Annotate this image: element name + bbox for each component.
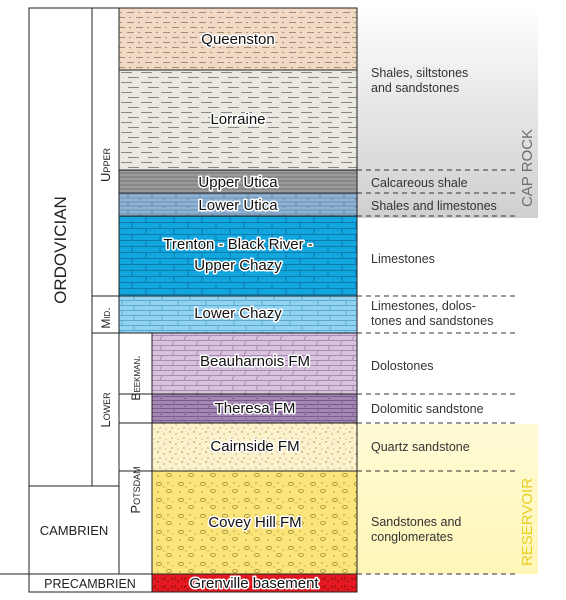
epoch-mid: Mid. bbox=[99, 307, 113, 328]
lithology-shales-limestones: Shales and limestones bbox=[371, 199, 497, 213]
block-theresa bbox=[152, 394, 357, 423]
block-lower-utica bbox=[119, 193, 357, 216]
group-beekman: Beekman. bbox=[129, 355, 143, 400]
block-covey-hill bbox=[152, 471, 357, 574]
formation-queenston: Queenston bbox=[201, 31, 274, 48]
block-grenville bbox=[152, 574, 357, 592]
block-cairnside bbox=[152, 423, 357, 471]
lithology-shales-line1: Shales, siltstones bbox=[371, 66, 468, 80]
lithology-shales-line2: and sandstones bbox=[371, 81, 459, 95]
zone-reservoir: RESERVOIR bbox=[519, 478, 536, 566]
formation-upper-utica: Upper Utica bbox=[198, 174, 278, 191]
period-cambrien: CAMBRIEN bbox=[40, 523, 109, 538]
lithology-dolostones: Dolostones bbox=[371, 359, 434, 373]
lithology-limestones-dolo-line1: Limestones, dolos- bbox=[371, 299, 476, 313]
cap-rock-zone bbox=[357, 9, 538, 218]
zone-cap-rock: CAP ROCK bbox=[519, 129, 536, 207]
formation-blocks bbox=[119, 8, 357, 592]
block-beauharnois bbox=[152, 333, 357, 394]
period-precambrien: PRECAMBRIEN bbox=[44, 577, 136, 591]
formation-trenton-line2: Upper Chazy bbox=[194, 257, 282, 274]
group-potsdam: Potsdam bbox=[128, 466, 143, 513]
lithology-sandstones-line2: conglomerates bbox=[371, 530, 453, 544]
lithology-dolomitic: Dolomitic sandstone bbox=[371, 402, 484, 416]
block-trenton bbox=[119, 216, 357, 296]
formation-grenville: Grenville basement bbox=[189, 575, 319, 592]
epoch-upper: Upper bbox=[98, 148, 113, 182]
reservoir-zone bbox=[357, 424, 538, 574]
period-ordovician: ORDOVICIAN bbox=[51, 196, 70, 304]
block-lorraine bbox=[119, 70, 357, 170]
block-lower-chazy bbox=[119, 296, 357, 333]
block-upper-utica bbox=[119, 170, 357, 193]
formation-trenton-line1: Trenton - Black River - bbox=[163, 236, 312, 253]
formation-lower-utica: Lower Utica bbox=[198, 197, 278, 214]
formation-lorraine: Lorraine bbox=[210, 111, 265, 128]
formation-lower-chazy: Lower Chazy bbox=[194, 305, 282, 322]
epoch-lower: Lower bbox=[98, 392, 113, 428]
formation-cairnside: Cairnside FM bbox=[210, 438, 299, 455]
lithology-quartz: Quartz sandstone bbox=[371, 440, 470, 454]
lithology-calcareous: Calcareous shale bbox=[371, 176, 468, 190]
formation-theresa: Theresa FM bbox=[215, 400, 296, 417]
lithology-limestones-dolo-line2: tones and sandstones bbox=[371, 314, 493, 328]
block-queenston bbox=[119, 8, 357, 70]
lithology-limestones: Limestones bbox=[371, 252, 435, 266]
formation-covey-hill: Covey Hill FM bbox=[208, 514, 301, 531]
lithology-sandstones-line1: Sandstones and bbox=[371, 515, 461, 529]
formation-beauharnois: Beauharnois FM bbox=[200, 353, 310, 370]
